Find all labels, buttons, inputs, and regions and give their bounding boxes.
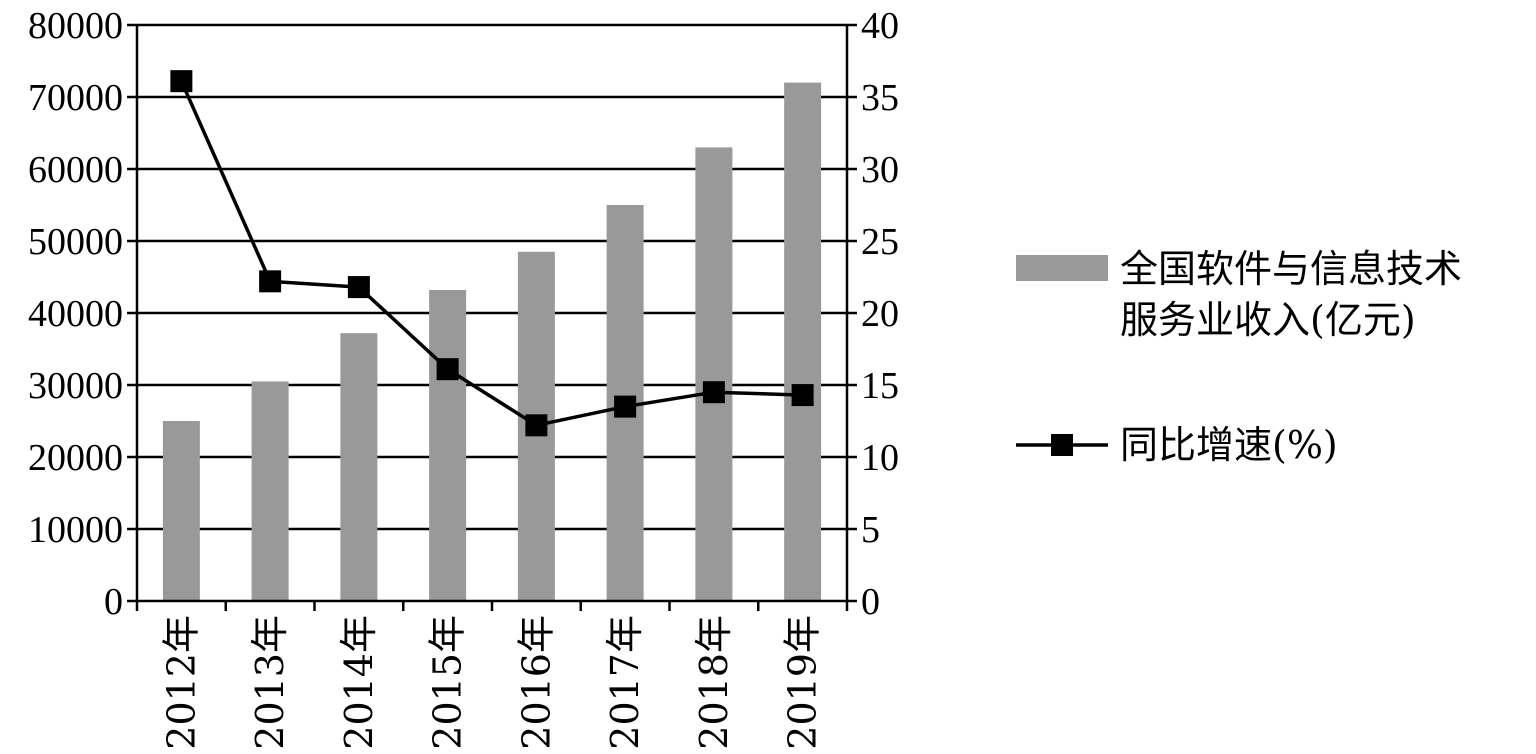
bar [251, 381, 289, 601]
y-left-tick-label: 80000 [28, 5, 123, 47]
line-point [702, 381, 725, 404]
legend-line-marker [1051, 434, 1073, 456]
y-left-tick-label: 10000 [28, 509, 123, 551]
x-tick-label: 2015年 [426, 615, 470, 750]
x-tick-label: 2016年 [514, 615, 558, 750]
legend: 全国软件与信息技术 服务业收入(亿元) 同比增速(%) [1016, 247, 1462, 467]
y-right-tick-label: 10 [861, 437, 899, 479]
legend-bar-label-line1: 全国软件与信息技术 [1120, 247, 1462, 291]
y-right-tick-label: 30 [861, 149, 899, 191]
x-tick-label: 2012年 [159, 615, 203, 750]
y-right-tick-label: 20 [861, 293, 899, 335]
y-left-tick-label: 20000 [28, 437, 123, 479]
bar [784, 82, 822, 602]
bar [429, 289, 467, 601]
x-tick-label: 2014年 [337, 615, 381, 750]
bar [695, 147, 733, 601]
legend-line-label: 同比增速(%) [1120, 423, 1338, 467]
y-right-tick-label: 25 [861, 221, 899, 263]
legend-bar-label-line2: 服务业收入(亿元) [1120, 298, 1416, 342]
y-right-tick-label: 5 [861, 509, 880, 551]
y-left-tick-label: 30000 [28, 365, 123, 407]
x-tick-label: 2017年 [603, 615, 647, 750]
y-left-tick-label: 60000 [28, 149, 123, 191]
y-left-tick-label: 70000 [28, 77, 123, 119]
line-series [170, 70, 814, 437]
axes: 0 10000 20000 30000 40000 50000 60000 70000 8000… [28, 5, 899, 750]
gridlines [137, 23, 847, 531]
y-left-tick-label: 40000 [28, 293, 123, 335]
line-point [525, 414, 548, 437]
y-right-tick-label: 40 [861, 5, 899, 47]
bar [162, 421, 200, 601]
x-tick-label: 2018年 [692, 615, 736, 750]
y-right-tick-label: 0 [861, 581, 880, 623]
y-right-tick-label: 15 [861, 365, 899, 407]
line-point [791, 384, 814, 407]
line-point [259, 270, 282, 293]
y-left-tick-label: 50000 [28, 221, 123, 263]
legend-bar-swatch [1016, 255, 1108, 281]
line-point [170, 70, 193, 93]
bar [340, 333, 378, 601]
y-left-tick-label: 0 [104, 581, 123, 623]
y-right-tick-label: 35 [861, 77, 899, 119]
line-point [436, 358, 459, 381]
x-tick-label: 2019年 [781, 615, 825, 750]
line-point [347, 276, 370, 299]
line-path [179, 80, 803, 428]
bar-series [162, 82, 822, 602]
x-tick-label: 2013年 [248, 615, 292, 750]
line-point [614, 395, 637, 418]
